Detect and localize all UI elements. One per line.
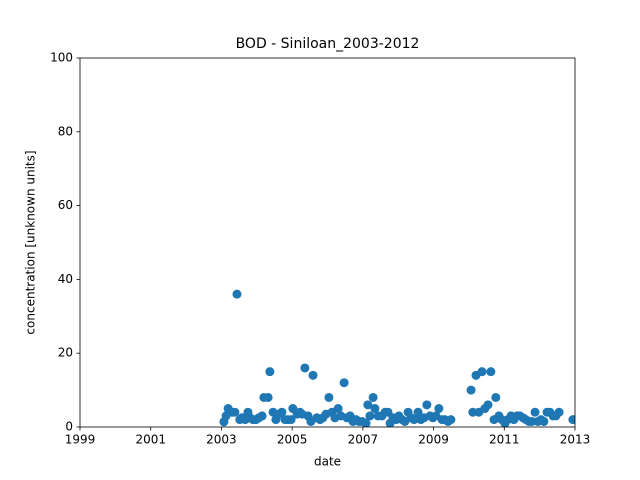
point <box>413 407 423 417</box>
y-tick-label: 40 <box>58 272 73 286</box>
point <box>257 411 267 421</box>
point <box>286 415 296 425</box>
point <box>434 404 444 414</box>
y-tick-label: 0 <box>65 420 73 434</box>
point <box>300 363 310 373</box>
point <box>365 411 375 421</box>
point <box>477 367 487 377</box>
point <box>486 367 496 377</box>
point <box>333 404 343 414</box>
point <box>277 407 287 417</box>
y-tick-label: 60 <box>58 198 73 212</box>
y-axis-label: concentration [unknown units] <box>24 150 38 334</box>
plot-frame <box>79 57 576 428</box>
point <box>483 400 493 410</box>
point <box>409 415 419 425</box>
x-tick-label: 1999 <box>65 433 96 447</box>
point <box>554 407 564 417</box>
x-tick-label: 2013 <box>560 433 591 447</box>
chart-title: BOD - Siniloan_2003-2012 <box>236 36 420 52</box>
point <box>466 385 476 395</box>
point <box>530 407 540 417</box>
y-tick-label: 80 <box>58 124 73 138</box>
point <box>361 418 371 427</box>
point <box>265 367 275 377</box>
x-tick-label: 2009 <box>418 433 449 447</box>
point <box>539 416 549 426</box>
point <box>263 392 273 402</box>
point <box>491 392 501 402</box>
x-tick-label: 2007 <box>348 433 379 447</box>
point <box>339 378 349 388</box>
x-tick-label: 2011 <box>489 433 520 447</box>
y-tick-label: 100 <box>50 51 73 65</box>
y-tick-label: 20 <box>58 346 73 360</box>
point <box>230 407 240 417</box>
point <box>308 370 318 380</box>
point <box>324 392 334 402</box>
x-tick-label: 2003 <box>206 433 237 447</box>
x-tick-label: 2005 <box>277 433 308 447</box>
x-axis-label: date <box>314 455 341 469</box>
x-tick-label: 2001 <box>135 433 166 447</box>
point <box>232 289 242 299</box>
point <box>446 415 456 425</box>
point <box>368 392 378 402</box>
point <box>370 404 380 414</box>
point <box>568 415 575 425</box>
point <box>422 400 432 410</box>
point <box>363 400 373 410</box>
